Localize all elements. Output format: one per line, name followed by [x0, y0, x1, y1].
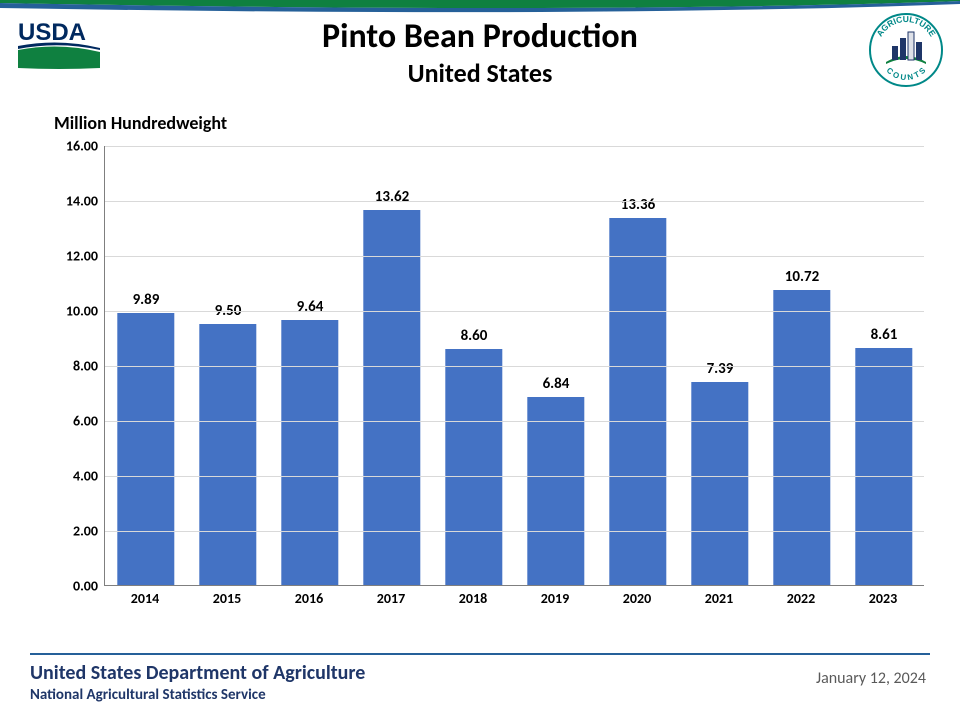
chart-area: 9.89 9.50 9.64 13.62 8.60 6.84 13.36 7.39 10.72 8…	[54, 146, 924, 616]
x-tick-label: 2020	[596, 590, 678, 607]
bar-value-label: 8.61	[871, 326, 898, 344]
y-tick-label: 0.00	[52, 578, 98, 595]
y-tick-label: 14.00	[52, 193, 98, 210]
gridline	[105, 146, 924, 147]
bar: 9.50	[199, 324, 256, 585]
y-tick-label: 16.00	[52, 138, 98, 155]
bar: 13.62	[363, 210, 420, 585]
x-tick-label: 2015	[186, 590, 268, 607]
gridline	[105, 421, 924, 422]
footer-service: National Agricultural Statistics Service	[30, 686, 930, 704]
footer-date: January 12, 2024	[816, 669, 926, 688]
title-block: Pinto Bean Production United States	[0, 18, 960, 89]
footer-department: United States Department of Agriculture	[30, 661, 930, 685]
chart-title: Pinto Bean Production	[0, 18, 960, 55]
bar: 8.60	[445, 349, 502, 586]
bar: 7.39	[691, 382, 748, 585]
bar: 10.72	[773, 290, 830, 585]
gridline	[105, 201, 924, 202]
bar-value-label: 13.36	[621, 196, 655, 214]
plot-region: 9.89 9.50 9.64 13.62 8.60 6.84 13.36 7.39 10.72 8…	[104, 146, 924, 586]
x-tick-label: 2022	[760, 590, 842, 607]
y-axis-label: Million Hundredweight	[54, 112, 227, 134]
bar-value-label: 10.72	[785, 268, 819, 286]
bar-value-label: 7.39	[707, 360, 734, 378]
x-tick-label: 2019	[514, 590, 596, 607]
bar: 9.89	[117, 313, 174, 585]
y-tick-label: 8.00	[52, 358, 98, 375]
bar: 9.64	[281, 320, 338, 585]
x-tick-label: 2023	[842, 590, 924, 607]
gridline	[105, 366, 924, 367]
gridline	[105, 256, 924, 257]
gridline	[105, 531, 924, 532]
y-tick-label: 4.00	[52, 468, 98, 485]
x-tick-label: 2018	[432, 590, 514, 607]
bar-value-label: 8.60	[461, 327, 488, 345]
x-tick-label: 2021	[678, 590, 760, 607]
y-tick-label: 6.00	[52, 413, 98, 430]
bar-value-label: 13.62	[375, 188, 409, 206]
bar-value-label: 9.89	[133, 291, 160, 309]
bar: 13.36	[609, 218, 666, 585]
bar: 6.84	[527, 397, 584, 585]
gridline	[105, 311, 924, 312]
y-tick-label: 2.00	[52, 523, 98, 540]
bar-value-label: 9.64	[297, 298, 324, 316]
footer: United States Department of Agriculture …	[30, 653, 930, 704]
x-tick-label: 2016	[268, 590, 350, 607]
x-tick-label: 2014	[104, 590, 186, 607]
chart-subtitle: United States	[0, 57, 960, 89]
bar: 8.61	[855, 348, 912, 585]
gridline	[105, 476, 924, 477]
x-tick-label: 2017	[350, 590, 432, 607]
y-tick-label: 12.00	[52, 248, 98, 265]
bar-value-label: 6.84	[543, 375, 570, 393]
y-tick-label: 10.00	[52, 303, 98, 320]
